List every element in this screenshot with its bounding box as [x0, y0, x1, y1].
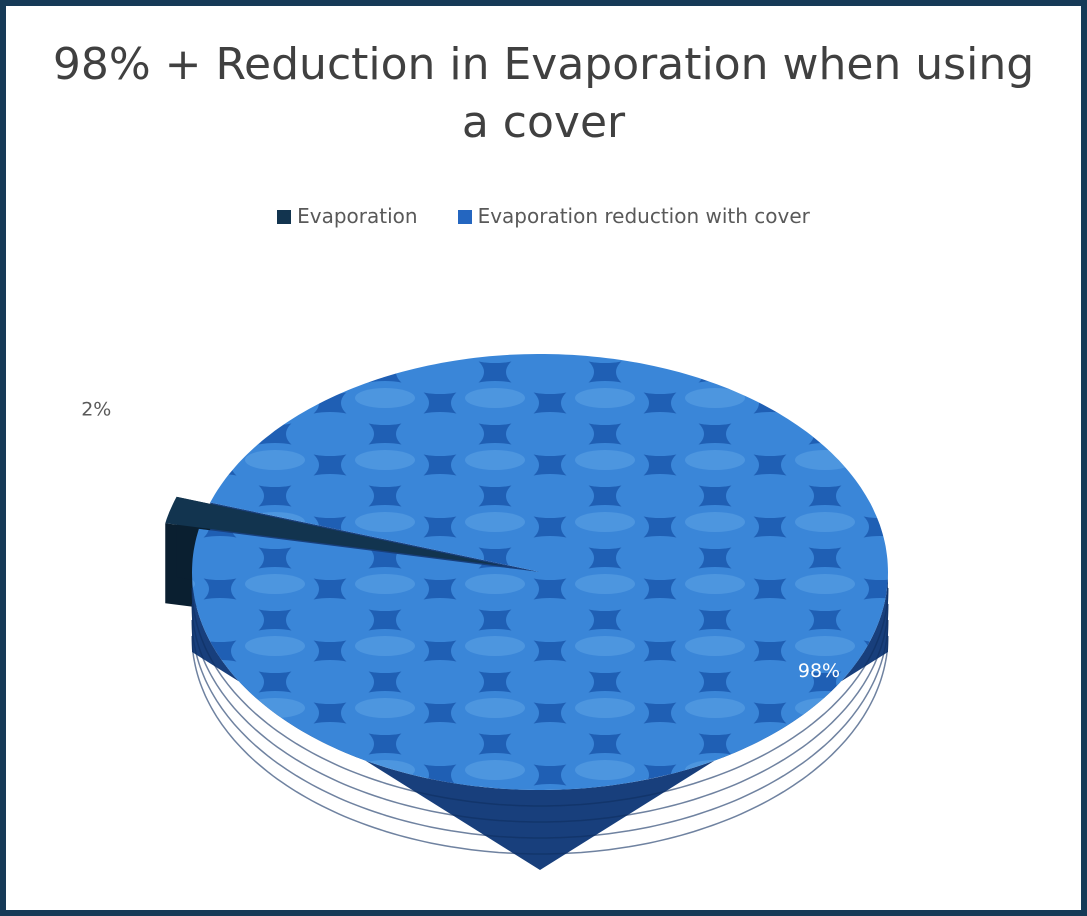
chart-title: 98% + Reduction in Evaporation when usin… — [52, 39, 1035, 148]
pie-slice — [192, 354, 888, 790]
legend-label: Evaporation reduction with cover — [477, 204, 810, 228]
legend-item: Evaporation — [277, 204, 418, 228]
side-stripe — [191, 587, 889, 807]
side-stripe — [191, 635, 889, 855]
plot-area: 2% 98% — [81, 354, 889, 870]
legend: Evaporation Evaporation reduction with co… — [6, 204, 1081, 228]
slice-side — [192, 572, 888, 870]
legend-label: Evaporation — [297, 204, 418, 228]
data-label: 2% — [81, 399, 111, 421]
side-stripe — [191, 619, 889, 839]
side-stripe — [191, 603, 889, 823]
legend-swatch — [457, 210, 472, 224]
legend-item: Evaporation reduction with cover — [457, 204, 810, 228]
data-label: 98% — [798, 660, 840, 682]
legend-swatch — [277, 210, 292, 224]
pie-slice — [165, 496, 507, 567]
